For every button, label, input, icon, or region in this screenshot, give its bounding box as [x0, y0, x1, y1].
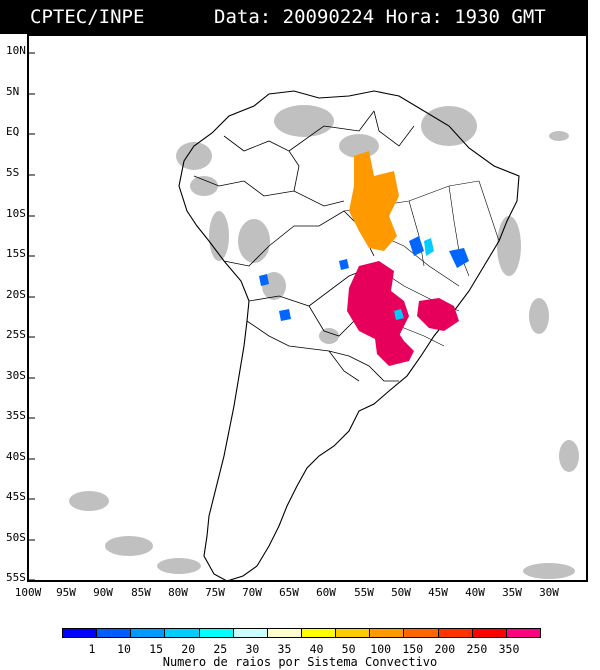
legend-tick-label: 350: [498, 642, 520, 656]
lat-label: EQ: [6, 125, 20, 138]
lon-label: 55W: [354, 586, 374, 599]
system-orange: [349, 151, 399, 251]
continent-outline: [178, 90, 520, 580]
lat-label: 40S: [6, 450, 26, 463]
lon-label: 60W: [316, 586, 336, 599]
legend-color-cell: [266, 628, 302, 638]
legend-tick-label: 150: [402, 642, 424, 656]
lat-label: 50S: [6, 531, 26, 544]
legend-tick-label: 200: [434, 642, 456, 656]
legend-color-cell: [62, 628, 98, 638]
legend-color-cell: [301, 628, 337, 638]
lon-label: 30W: [539, 586, 559, 599]
legend-color-cell: [403, 628, 439, 638]
lon-label: 95W: [56, 586, 76, 599]
date-time-label: Data: 20090224 Hora: 1930 GMT: [214, 6, 546, 28]
lat-label: 5N: [6, 85, 20, 98]
lat-label: 10S: [6, 207, 26, 220]
legend-color-cell: [130, 628, 166, 638]
legend-color-cell: [232, 628, 268, 638]
color-legend-bar: [62, 628, 541, 640]
lon-label: 50W: [391, 586, 411, 599]
lon-label: 85W: [131, 586, 151, 599]
legend-tick-label: 50: [341, 642, 356, 656]
lon-label: 40W: [465, 586, 485, 599]
legend-tick-label: 25: [213, 642, 228, 656]
lat-label: 5S: [6, 166, 20, 179]
lat-label: 45S: [6, 490, 26, 503]
legend-color-cell: [369, 628, 405, 638]
lat-label: 55S: [6, 571, 26, 584]
legend-tick-label: 35: [277, 642, 292, 656]
legend-tick-label: 10: [117, 642, 131, 656]
legend-tick-label: 20: [181, 642, 196, 656]
map-tick-marks: [29, 52, 35, 580]
system-blue-2: [449, 248, 469, 268]
lon-label: 65W: [279, 586, 299, 599]
lon-label: 75W: [205, 586, 225, 599]
system-blue-3: [259, 274, 269, 286]
country-borders: [193, 110, 415, 382]
system-magenta-3: [417, 298, 459, 331]
lat-label: 15S: [6, 247, 26, 260]
lat-label: 30S: [6, 369, 26, 382]
system-magenta-1: [347, 261, 409, 341]
lon-label: 45W: [428, 586, 448, 599]
lon-label: 70W: [242, 586, 262, 599]
lon-label: 80W: [168, 586, 188, 599]
system-cyan-2: [394, 309, 404, 320]
system-blue-5: [339, 259, 349, 270]
south-america-map: [29, 52, 579, 580]
lat-label: 20S: [6, 288, 26, 301]
system-blue-1: [409, 236, 424, 256]
convective-systems: [259, 151, 469, 366]
legend-color-cell: [96, 628, 132, 638]
lat-label: 25S: [6, 328, 26, 341]
system-magenta-2: [374, 326, 414, 366]
source-label: CPTEC/INPE: [30, 6, 145, 28]
cloud-cover: [69, 105, 579, 579]
legend-color-cell: [164, 628, 200, 638]
lat-label: 10N: [6, 44, 26, 57]
legend-tick-label: 15: [149, 642, 164, 656]
lat-label: 35S: [6, 409, 26, 422]
legend-tick-label: 1: [88, 642, 96, 656]
legend-color-cell: [471, 628, 507, 638]
legend-tick-label: 250: [466, 642, 488, 656]
legend-tick-label: 40: [309, 642, 324, 656]
map-panel[interactable]: [27, 34, 588, 582]
lon-label: 100W: [14, 586, 42, 599]
title-bar: CPTEC/INPE Data: 20090224 Hora: 1930 GMT: [0, 0, 588, 34]
legend-tick-label: 30: [245, 642, 260, 656]
system-blue-4: [279, 309, 291, 321]
lon-label: 35W: [502, 586, 522, 599]
lon-label: 90W: [93, 586, 113, 599]
legend-color-cell: [437, 628, 473, 638]
legend-caption: Numero de raios por Sistema Convectivo: [162, 655, 438, 669]
legend-color-cell: [335, 628, 371, 638]
legend-color-cell: [505, 628, 541, 638]
legend-tick-label: 100: [370, 642, 392, 656]
legend-color-cell: [198, 628, 234, 638]
system-cyan-1: [424, 238, 434, 256]
